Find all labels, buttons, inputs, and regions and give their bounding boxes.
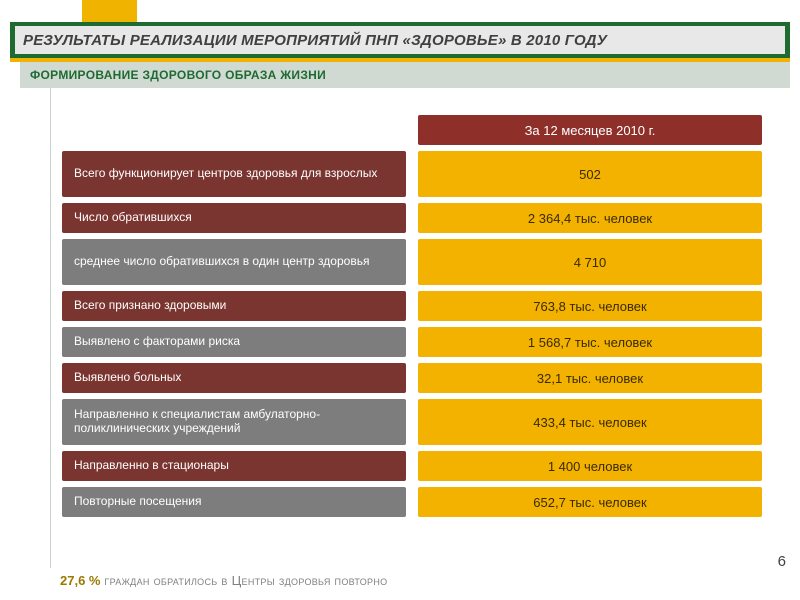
row-value: 2 364,4 тыс. человек [418,203,762,233]
left-rule [50,88,51,568]
row-label: Выявлено больных [62,363,406,393]
table-header-row: За 12 месяцев 2010 г. [62,115,762,145]
page-number: 6 [778,553,786,570]
table-row: Повторные посещения 652,7 тыс. человек [62,487,762,517]
row-value: 652,7 тыс. человек [418,487,762,517]
row-value: 32,1 тыс. человек [418,363,762,393]
row-value: 433,4 тыс. человек [418,399,762,445]
footer-note: 27,6 % граждан обратилось в Центры здоро… [60,573,760,588]
page-subtitle: ФОРМИРОВАНИЕ ЗДОРОВОГО ОБРАЗА ЖИЗНИ [20,68,326,82]
page-title: РЕЗУЛЬТАТЫ РЕАЛИЗАЦИИ МЕРОПРИЯТИЙ ПНП «З… [15,32,607,49]
row-value: 1 400 человек [418,451,762,481]
row-label: среднее число обратившихся в один центр … [62,239,406,285]
row-label: Повторные посещения [62,487,406,517]
footer-text: граждан обратилось в Центры здоровья пов… [100,573,387,588]
row-label: Направленно в стационары [62,451,406,481]
data-table: За 12 месяцев 2010 г. Всего функционируе… [62,115,762,523]
table-row: Всего функционирует центров здоровья для… [62,151,762,197]
table-row: Выявлено больных 32,1 тыс. человек [62,363,762,393]
slide: РЕЗУЛЬТАТЫ РЕАЛИЗАЦИИ МЕРОПРИЯТИЙ ПНП «З… [0,0,800,600]
row-value: 4 710 [418,239,762,285]
table-row: Число обратившихся 2 364,4 тыс. человек [62,203,762,233]
row-label: Всего функционирует центров здоровья для… [62,151,406,197]
subtitle-bar: ФОРМИРОВАНИЕ ЗДОРОВОГО ОБРАЗА ЖИЗНИ [20,62,790,88]
table-header-value: За 12 месяцев 2010 г. [418,115,762,145]
table-row: Направленно в стационары 1 400 человек [62,451,762,481]
table-row: Выявлено с факторами риска 1 568,7 тыс. ч… [62,327,762,357]
row-value: 502 [418,151,762,197]
table-row: среднее число обратившихся в один центр … [62,239,762,285]
row-label: Число обратившихся [62,203,406,233]
table-row: Всего признано здоровыми 763,8 тыс. челов… [62,291,762,321]
row-label: Всего признано здоровыми [62,291,406,321]
title-inner: РЕЗУЛЬТАТЫ РЕАЛИЗАЦИИ МЕРОПРИЯТИЙ ПНП «З… [15,26,785,54]
row-value: 1 568,7 тыс. человек [418,327,762,357]
accent-block [82,0,137,22]
row-label: Направленно к специалистам амбулаторно-п… [62,399,406,445]
row-label: Выявлено с факторами риска [62,327,406,357]
row-value: 763,8 тыс. человек [418,291,762,321]
footer-percent: 27,6 % [60,573,100,588]
table-row: Направленно к специалистам амбулаторно-п… [62,399,762,445]
